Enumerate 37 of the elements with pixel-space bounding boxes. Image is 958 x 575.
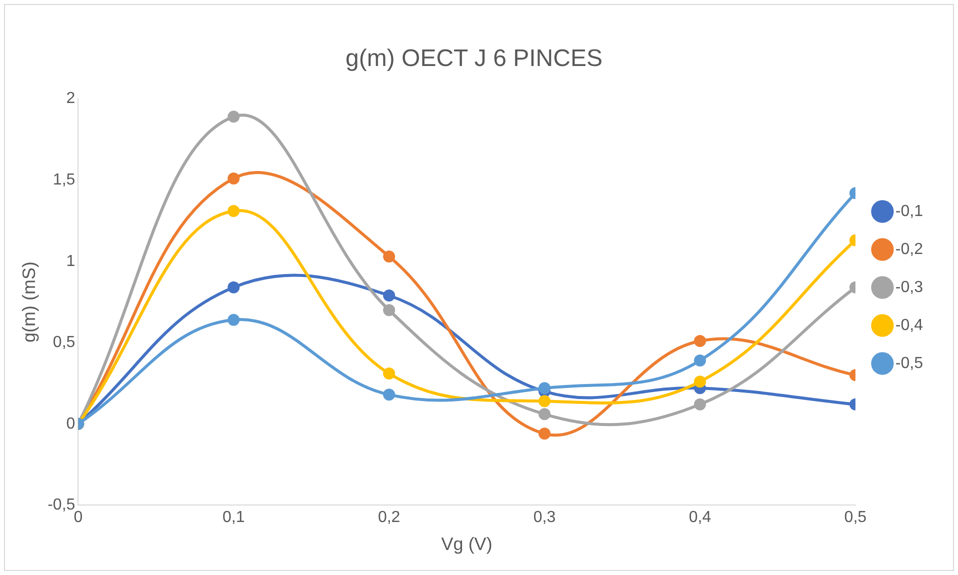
point — [383, 250, 396, 262]
point — [538, 428, 551, 440]
legend-label: -0,3 — [895, 278, 924, 296]
y-axis-title: g(m) (mS) — [18, 262, 39, 342]
point — [538, 408, 551, 420]
chart-title: g(m) OECT J 6 PINCES — [346, 45, 602, 72]
point — [228, 204, 240, 217]
point — [383, 388, 396, 401]
point — [383, 368, 396, 380]
x-tick-label: 0,1 — [222, 509, 245, 526]
point — [383, 304, 396, 316]
point — [228, 281, 240, 294]
y-tick-label: 2 — [66, 90, 76, 108]
x-tick-label: 0,4 — [688, 509, 712, 526]
y-tick-label: 1 — [66, 252, 76, 270]
y-tick-label: 1,5 — [52, 171, 76, 188]
point — [383, 290, 396, 302]
point — [538, 395, 551, 408]
legend-label: -0,1 — [895, 202, 924, 220]
x-tick-label: 0,2 — [378, 509, 400, 526]
legend-label: -0,4 — [895, 316, 924, 334]
point — [694, 398, 706, 410]
y-tick-label: 0,5 — [52, 334, 76, 352]
x-tick-label: 0,3 — [533, 509, 556, 526]
point — [694, 335, 706, 348]
point — [538, 382, 551, 394]
legend-label: -0,5 — [895, 354, 924, 372]
x-axis-title: Vg (V) — [441, 534, 492, 554]
y-tick-label: -0,5 — [48, 496, 76, 514]
x-tick-label: 0,5 — [844, 509, 867, 526]
point — [228, 314, 240, 326]
point — [694, 376, 706, 388]
legend-label: -0,2 — [895, 240, 924, 258]
point — [228, 172, 240, 184]
point — [228, 110, 240, 123]
point — [694, 354, 706, 367]
y-tick-label: 0 — [66, 415, 76, 432]
